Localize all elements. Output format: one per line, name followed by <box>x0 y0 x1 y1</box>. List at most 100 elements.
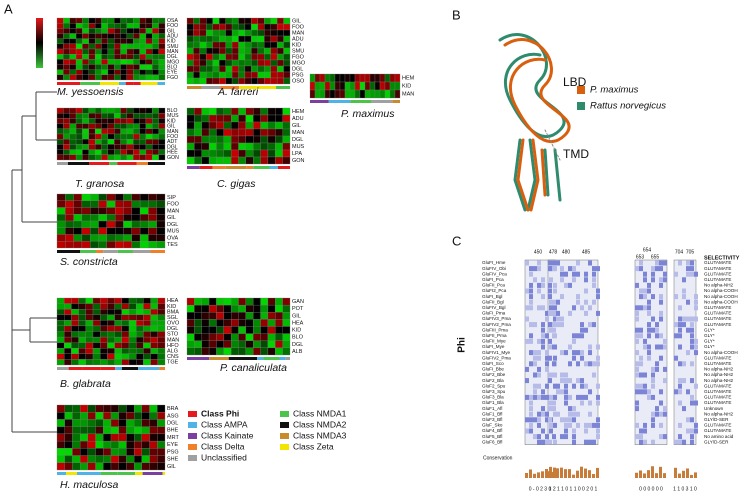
heatmap-cell <box>72 440 81 449</box>
heatmap-cell <box>139 193 149 201</box>
conservation-score: 0 - 0 2 3 0 <box>529 486 552 492</box>
heatmap-cell <box>309 89 316 99</box>
heatmap-cell <box>208 333 217 341</box>
residue-shade <box>651 383 655 389</box>
residue-shade <box>529 417 533 423</box>
heatmap-cell <box>216 297 224 306</box>
heatmap-cell <box>78 320 86 327</box>
residue-shade <box>545 383 549 389</box>
residue-shade <box>655 366 659 372</box>
selectivity: No alpha-NH2 <box>704 367 734 372</box>
heatmap-cell <box>82 23 89 29</box>
heatmap-cell <box>275 156 283 165</box>
heatmap-cell <box>65 234 74 242</box>
heatmap-cell <box>186 319 195 327</box>
class-bar <box>209 357 229 360</box>
heatmap-cell <box>186 29 194 37</box>
heatmap-cell <box>260 128 269 137</box>
residue-shade <box>556 299 560 305</box>
heatmap-cell <box>103 448 112 456</box>
heatmap-cell <box>100 336 108 343</box>
heatmap-cell <box>107 309 115 315</box>
heatmap-cell <box>244 41 252 49</box>
heatmap-cell <box>264 17 271 25</box>
heatmap-cell <box>69 33 77 39</box>
heatmap-cell <box>90 241 99 249</box>
heatmap-cell <box>145 123 153 129</box>
heatmap-cell <box>106 227 116 235</box>
residue-shade <box>548 378 552 384</box>
heatmap-cell <box>131 241 141 249</box>
heatmap-cell <box>194 128 202 137</box>
residue-shade <box>655 260 659 266</box>
legend-label: Class NMDA1 <box>293 408 347 418</box>
tissue-label: MUS <box>292 144 305 150</box>
residue-shade <box>525 305 529 311</box>
heatmap-cell <box>238 135 247 144</box>
residue-shade <box>651 277 655 283</box>
heatmap-cell <box>212 29 220 37</box>
residue-shade <box>537 366 541 372</box>
heatmap-cell <box>257 65 265 73</box>
selectivity: GLUTAMATE <box>704 423 731 428</box>
heatmap-cell <box>225 23 233 31</box>
heatmap-cell <box>223 149 232 158</box>
heatmap-cell <box>136 309 144 315</box>
residue-shade <box>592 372 596 378</box>
legend-swatch <box>188 455 197 461</box>
heatmap-cell <box>251 47 258 55</box>
heatmap-cell <box>238 326 247 334</box>
selectivity: No alpha-COOH <box>704 294 738 299</box>
residue-shade <box>663 338 667 344</box>
tissue-label: EYE <box>167 70 178 76</box>
residue-shade <box>592 277 596 283</box>
heatmap-cell <box>139 17 147 24</box>
heatmap-cell <box>63 144 70 150</box>
sequence-name: GluFI_Hme <box>482 260 506 265</box>
heatmap-cell <box>72 404 81 413</box>
heatmap-cell <box>133 128 140 135</box>
heatmap-cell <box>145 149 153 155</box>
heatmap-cell <box>157 426 166 435</box>
heatmap-cell <box>126 419 135 427</box>
heatmap-cell <box>120 69 128 75</box>
residue-shade <box>643 372 647 378</box>
heatmap-cell <box>92 297 101 304</box>
sequence-name: GluFIV2_Pma <box>482 322 511 327</box>
legend-swatch <box>577 102 585 110</box>
tissue-label: OSO <box>292 78 305 84</box>
tissue-label: MAN <box>402 91 414 97</box>
residue-shade <box>694 316 698 322</box>
heatmap-cell <box>238 319 247 327</box>
residue-shade <box>580 394 584 400</box>
heatmap-cell <box>334 89 341 99</box>
residue-shade <box>537 260 541 266</box>
residue-shade <box>659 266 663 272</box>
residue-shade <box>659 282 663 288</box>
residue-shade <box>663 411 667 417</box>
heatmap-cell <box>107 48 115 55</box>
heatmap-cell <box>75 43 83 50</box>
heatmap-cell <box>88 113 96 119</box>
heatmap-cell <box>231 59 239 67</box>
heatmap-cell <box>126 33 134 39</box>
residue-shade <box>647 350 651 356</box>
heatmap-cell <box>150 309 158 315</box>
tissue-label: BHE <box>167 428 179 434</box>
heatmap-cell <box>79 455 89 463</box>
residue-shade <box>553 439 557 445</box>
class-bar <box>57 162 68 165</box>
residue-shade <box>659 422 663 428</box>
heatmap-cell <box>150 359 158 366</box>
heatmap-cell <box>101 133 108 140</box>
heatmap-cell <box>145 17 153 24</box>
heatmap-cell <box>94 149 102 155</box>
heatmap-cell <box>186 23 194 31</box>
heatmap-cell <box>319 81 326 91</box>
residue-shade <box>674 271 678 277</box>
heatmap-cell <box>157 359 166 366</box>
residue-shade <box>694 294 698 300</box>
heatmap-cell <box>126 38 134 44</box>
heatmap-cell <box>56 118 64 124</box>
heatmap-cell <box>64 348 72 354</box>
